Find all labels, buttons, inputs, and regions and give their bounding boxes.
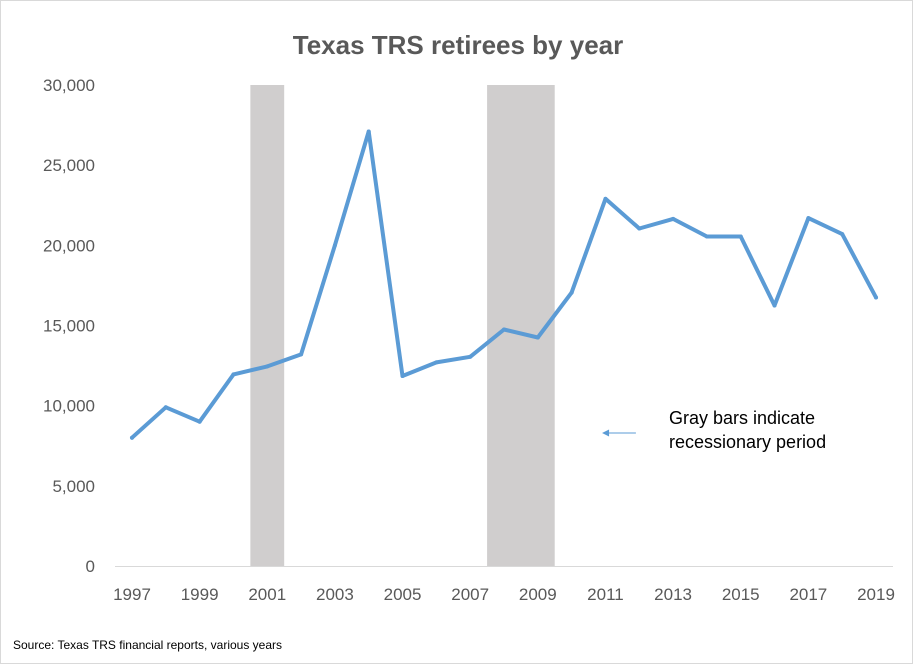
x-tick-label: 2011: [587, 585, 624, 604]
annotation-line-1: Gray bars indicate: [669, 408, 815, 428]
data-point-2003: [332, 243, 337, 248]
data-point-2005: [400, 374, 405, 379]
y-tick-label: 30,000: [43, 76, 95, 95]
data-point-2010: [569, 290, 574, 295]
y-tick-label: 20,000: [43, 236, 95, 255]
data-point-2018: [840, 232, 845, 237]
annotation-arrowhead: [602, 429, 610, 437]
data-point-2004: [366, 129, 371, 134]
x-tick-label: 2019: [857, 585, 895, 604]
x-tick-label: 2009: [519, 585, 557, 604]
data-point-2012: [637, 226, 642, 231]
data-point-2019: [874, 295, 878, 300]
data-point-2015: [738, 234, 743, 239]
data-point-2006: [434, 360, 439, 365]
data-point-2009: [535, 335, 540, 340]
y-axis: 0 5,000 10,000 15,000 20,000 25,000 30,000: [43, 76, 95, 576]
data-point-2014: [704, 234, 709, 239]
x-tick-label: 2013: [654, 585, 692, 604]
x-tick-label: 2007: [451, 585, 489, 604]
data-point-2002: [299, 352, 304, 357]
y-tick-label: 15,000: [43, 317, 95, 336]
y-tick-label: 25,000: [43, 156, 95, 175]
source-note: Source: Texas TRS financial reports, var…: [13, 638, 283, 652]
series-points: [130, 129, 878, 440]
data-point-2013: [671, 216, 676, 221]
data-point-1999: [197, 419, 202, 424]
y-tick-label: 10,000: [43, 397, 95, 416]
data-point-2017: [806, 216, 811, 221]
data-point-1998: [163, 405, 168, 410]
data-point-2001: [265, 364, 270, 369]
x-tick-label: 2001: [248, 585, 286, 604]
annotation: Gray bars indicate recessionary period: [602, 408, 826, 452]
x-tick-label: 1999: [181, 585, 219, 604]
annotation-line-2: recessionary period: [669, 432, 826, 452]
x-tick-label: 2005: [384, 585, 422, 604]
data-point-1997: [130, 435, 134, 440]
chart-title: Texas TRS retirees by year: [293, 30, 623, 60]
x-tick-label: 2015: [722, 585, 760, 604]
x-tick-label: 1997: [113, 585, 151, 604]
data-point-2007: [468, 354, 473, 359]
data-point-2008: [502, 327, 506, 332]
recession-bars: [250, 85, 555, 566]
x-tick-label: 2017: [789, 585, 827, 604]
recession-bar-1: [250, 85, 285, 566]
y-tick-label: 5,000: [52, 477, 95, 496]
y-tick-label: 0: [86, 557, 95, 576]
x-tick-label: 2003: [316, 585, 354, 604]
data-point-2000: [231, 372, 236, 377]
x-axis: 1997 1999 2001 2003 2005 2007 2009 2011 2013 2015…: [113, 585, 895, 604]
data-point-2011: [603, 196, 608, 201]
data-point-2016: [772, 303, 777, 308]
recession-bar-2: [487, 85, 555, 566]
